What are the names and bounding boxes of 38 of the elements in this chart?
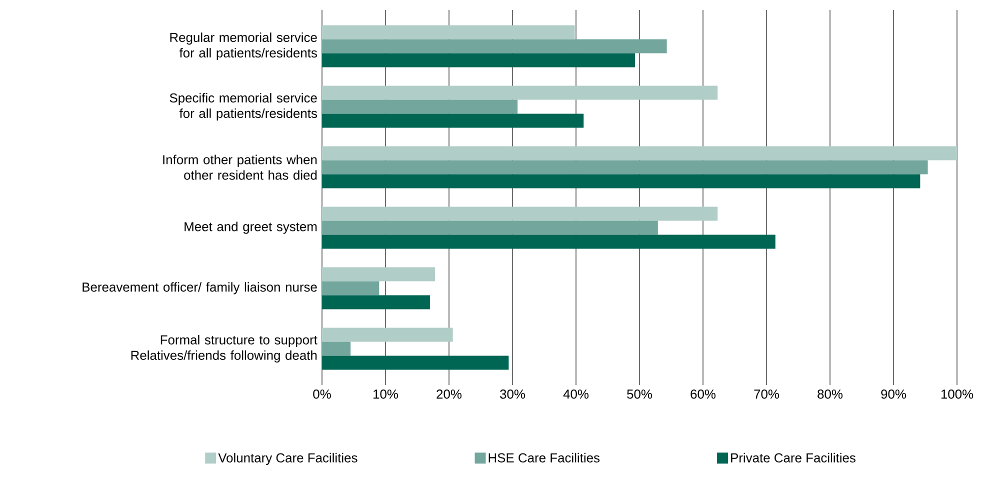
bar	[322, 281, 380, 296]
bar	[322, 356, 509, 370]
bar	[322, 206, 718, 221]
y-tick-label: Formal structure to support Relatives/friends following death	[131, 334, 318, 362]
bar	[322, 220, 658, 235]
bar	[322, 295, 430, 310]
bar	[322, 114, 584, 128]
bar	[322, 267, 436, 282]
x-tick-label: 60%	[690, 390, 716, 399]
x-tick-label: 20%	[436, 390, 462, 399]
legend-label: HSE Care Facilities	[488, 452, 600, 462]
bar	[322, 342, 351, 356]
bar	[322, 146, 958, 160]
bar	[322, 39, 667, 54]
x-tick-label: 0%	[313, 390, 331, 399]
y-tick-label: Bereavement officer/ family liaison nurse	[82, 282, 317, 294]
x-tick-label: 30%	[500, 390, 526, 399]
x-tick-label: 40%	[563, 390, 589, 399]
legend-label: Voluntary Care Facilities	[218, 452, 358, 466]
x-tick-label: 10%	[374, 390, 398, 399]
x-tick-label: 90%	[881, 390, 906, 399]
y-tick-label: Meet and greet system	[184, 222, 317, 234]
bar	[322, 160, 928, 174]
x-tick-label: 80%	[818, 390, 843, 399]
bar	[322, 86, 718, 100]
bar	[322, 53, 636, 68]
bar	[322, 234, 776, 249]
bar	[322, 328, 453, 342]
y-tick-label: Specific memorial service for all patients/residents	[170, 93, 317, 121]
y-tick-label: Inform other patients when other resident has died	[163, 154, 317, 180]
x-tick-label: 100%	[941, 390, 974, 399]
legend-label: Private Care Facilities	[731, 452, 856, 462]
bar	[322, 174, 920, 188]
bar	[322, 25, 575, 40]
x-tick-label: 50%	[627, 390, 652, 399]
x-tick-label: 70%	[754, 390, 780, 399]
y-tick-label: Regular memorial service for all patients/residents	[170, 32, 317, 60]
bar	[322, 100, 518, 114]
